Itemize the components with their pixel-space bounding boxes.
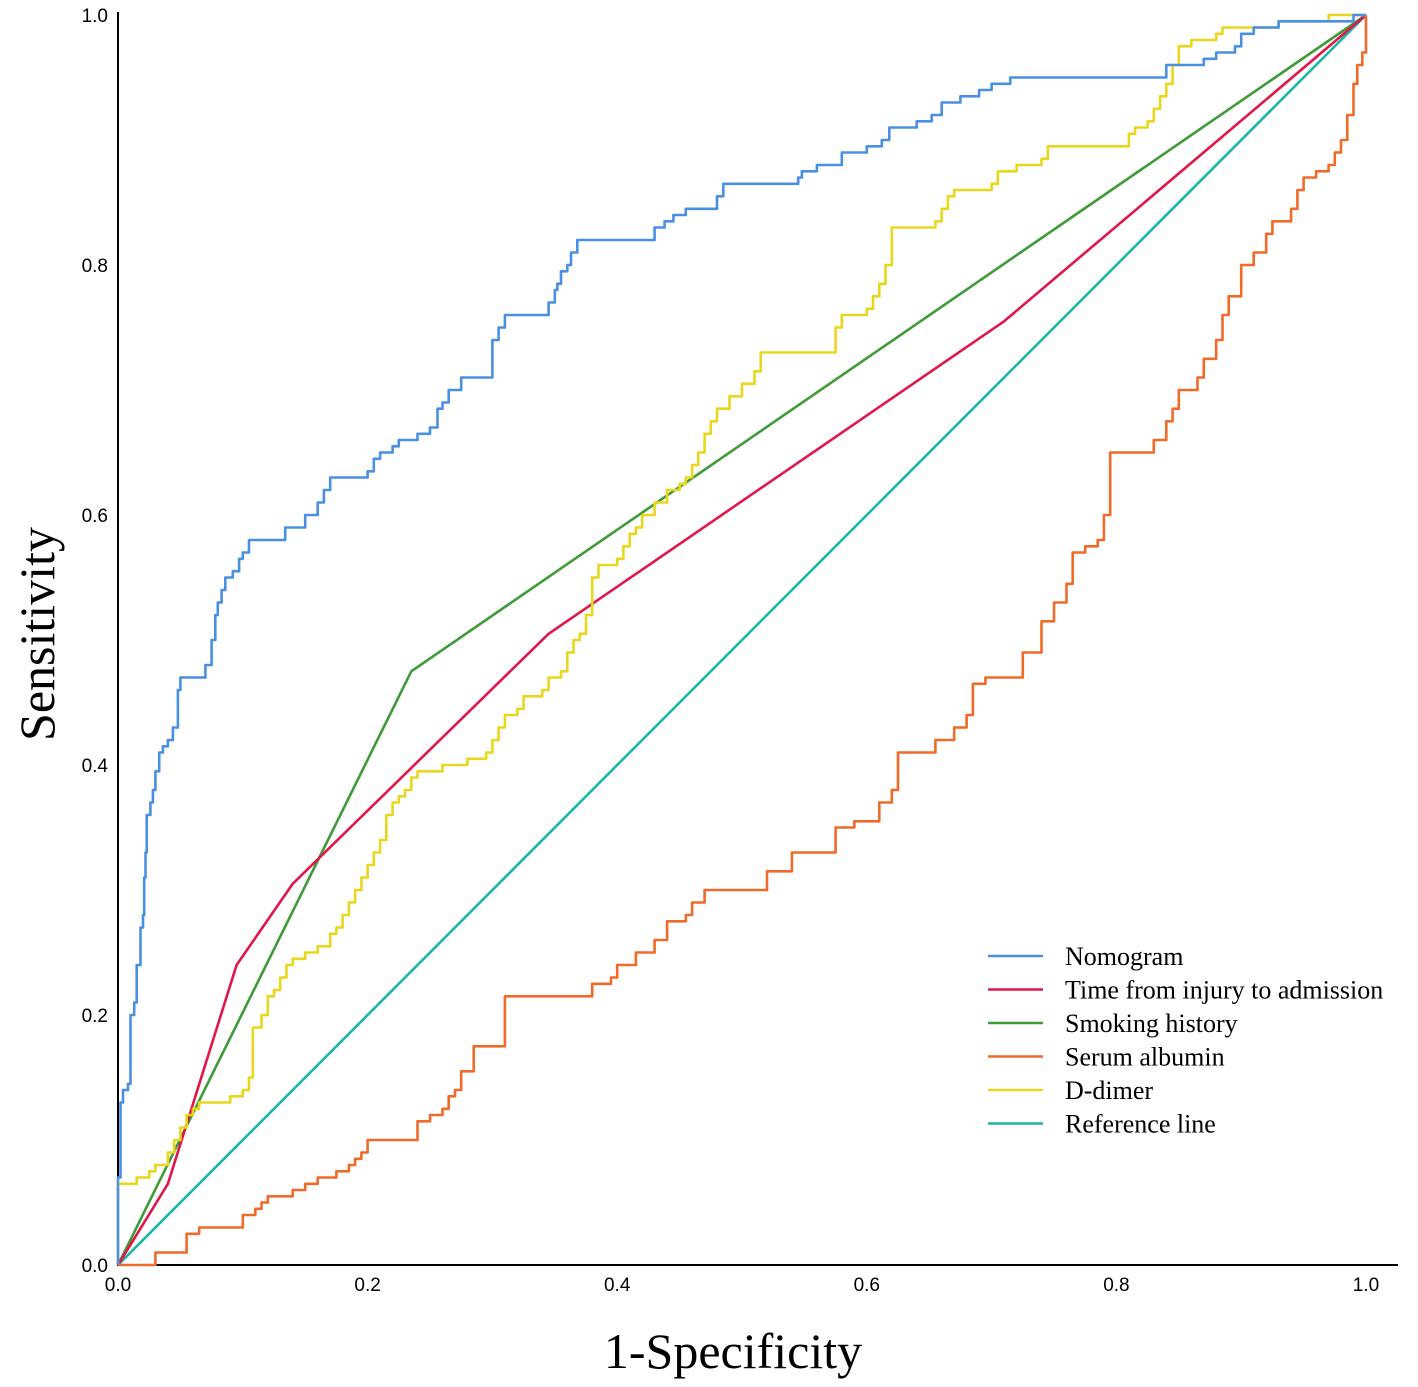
series-line-3 [118, 15, 1368, 1267]
x-tick-label-5: 1.0 [1353, 1275, 1379, 1296]
x-tick-label-1: 0.2 [354, 1275, 380, 1296]
y-axis-title: Sensitivity [9, 527, 65, 741]
x-tick-label-3: 0.6 [854, 1275, 880, 1296]
y-tick-label-1: 0.2 [82, 1006, 108, 1027]
legend-label-0: Nomogram [1065, 942, 1183, 971]
legend-label-4: D-dimer [1065, 1076, 1153, 1105]
series-line-2 [116, 13, 1367, 1266]
y-tick-label-3: 0.6 [82, 506, 108, 527]
legend-label-2: Smoking history [1065, 1009, 1238, 1038]
series-line-1 [116, 14, 1367, 1266]
y-tick-label-0: 0.0 [82, 1256, 108, 1277]
legend-label-3: Serum albumin [1065, 1043, 1225, 1072]
series-line-4 [116, 13, 1366, 1265]
legend-label-1: Time from injury to admission [1065, 976, 1383, 1005]
y-tick-label-4: 0.8 [82, 256, 108, 277]
y-tick-label-2: 0.4 [82, 756, 109, 777]
legend: Nomogram Time from injury to admission Smo… [988, 942, 1383, 1139]
x-tick-label-0: 0.0 [105, 1275, 131, 1296]
legend-label-5: Reference line [1065, 1110, 1216, 1139]
series-line-0 [116, 13, 1366, 1265]
series-line-5 [117, 14, 1367, 1266]
y-axis-ticks: 0.0 0.2 0.4 0.6 0.8 1.0 [82, 6, 109, 1277]
series-layer [116, 13, 1368, 1267]
x-axis-title: 1-Specificity [604, 1323, 862, 1379]
x-tick-label-4: 0.8 [1103, 1275, 1129, 1296]
y-tick-label-5: 1.0 [82, 6, 108, 27]
x-tick-label-2: 0.4 [604, 1275, 631, 1296]
x-axis-ticks: 0.0 0.2 0.4 0.6 0.8 1.0 [105, 1275, 1379, 1296]
plot-area [117, 12, 1398, 1266]
